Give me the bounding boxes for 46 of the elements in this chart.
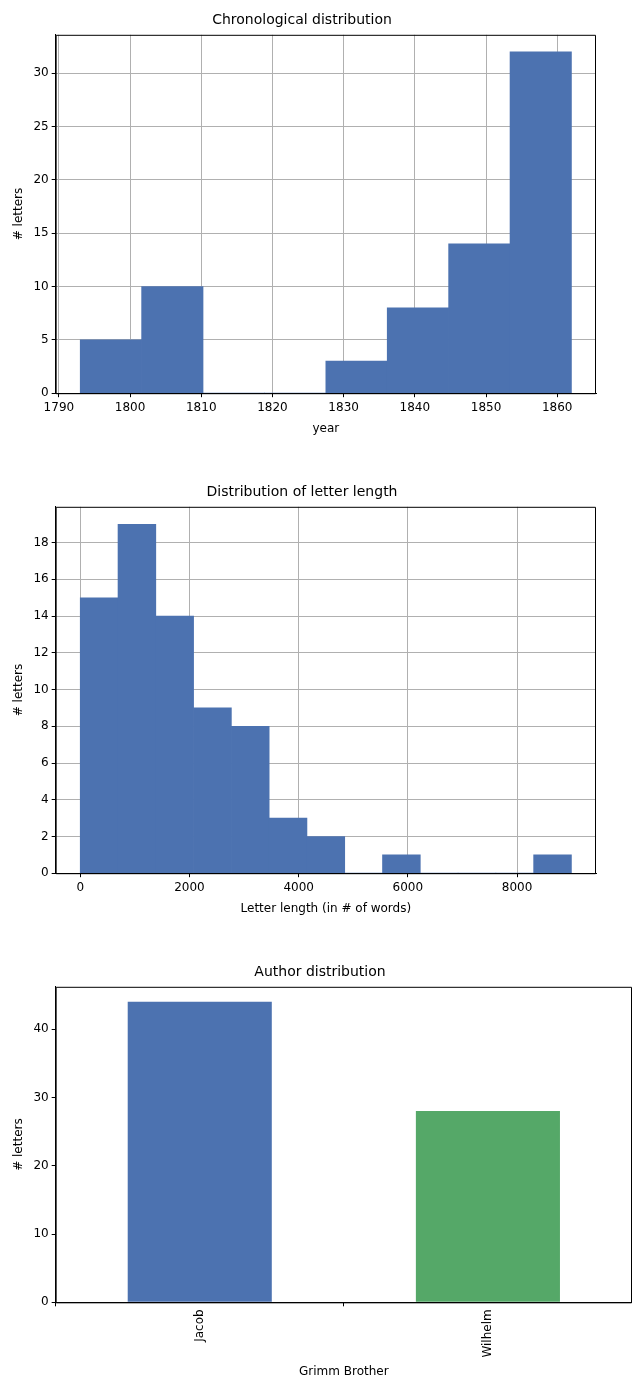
- x-tick-label: 0: [76, 879, 85, 894]
- y-tick-label: 30: [33, 1089, 49, 1104]
- x-tick-label: 1840: [399, 399, 431, 414]
- chart-title: Author distribution: [254, 963, 386, 980]
- y-tick-label: 0: [41, 385, 49, 400]
- x-tick-label: 2000: [174, 879, 205, 894]
- y-tick-label: 20: [33, 1157, 49, 1172]
- y-tick-label: 18: [33, 534, 49, 549]
- y-tick-label: 20: [33, 171, 49, 186]
- y-axis-title: # letters: [11, 1118, 26, 1171]
- y-tick-label: 0: [41, 1294, 49, 1309]
- x-tick-label: 8000: [501, 879, 533, 894]
- y-tick-label: 0: [41, 865, 49, 880]
- x-tick-label: 1810: [185, 399, 217, 414]
- y-tick-label: 8: [41, 718, 49, 733]
- x-tick-label: Jacob: [191, 1309, 206, 1343]
- x-tick-label: 1820: [257, 399, 288, 414]
- y-tick-label: 12: [33, 644, 49, 659]
- y-tick-label: 14: [33, 608, 49, 623]
- y-tick-label: 5: [41, 331, 49, 346]
- x-tick-label: 1850: [470, 399, 502, 414]
- x-tick-label: 1860: [541, 399, 573, 414]
- y-tick-label: 40: [33, 1021, 49, 1036]
- x-tick-label: 1790: [43, 399, 75, 414]
- x-tick-label: 1830: [328, 399, 359, 414]
- x-tick-label: Wilhelm: [480, 1309, 495, 1358]
- y-axis-title: # letters: [11, 663, 26, 717]
- y-tick-label: 15: [33, 225, 49, 240]
- y-tick-label: 2: [41, 828, 49, 843]
- y-tick-label: 6: [41, 755, 49, 770]
- x-tick-label: 6000: [392, 879, 424, 894]
- y-tick-label: 4: [41, 791, 49, 806]
- chart-title: Chronological distribution: [212, 11, 392, 28]
- y-axis-title: # letters: [11, 187, 26, 241]
- y-tick-label: 10: [33, 278, 49, 293]
- x-tick-label: 4000: [283, 879, 314, 894]
- y-tick-label: 10: [33, 1226, 49, 1241]
- x-axis-title: year: [312, 420, 340, 435]
- y-tick-label: 10: [33, 681, 49, 696]
- x-tick-label: 1800: [114, 399, 146, 414]
- chart-title: Distribution of letter length: [206, 483, 398, 500]
- y-tick-label: 25: [33, 118, 49, 133]
- x-axis-title: Letter length (in # of words): [240, 900, 412, 915]
- y-tick-label: 30: [33, 65, 49, 80]
- x-axis-title: Grimm Brother: [299, 1363, 389, 1378]
- y-tick-label: 16: [33, 571, 49, 586]
